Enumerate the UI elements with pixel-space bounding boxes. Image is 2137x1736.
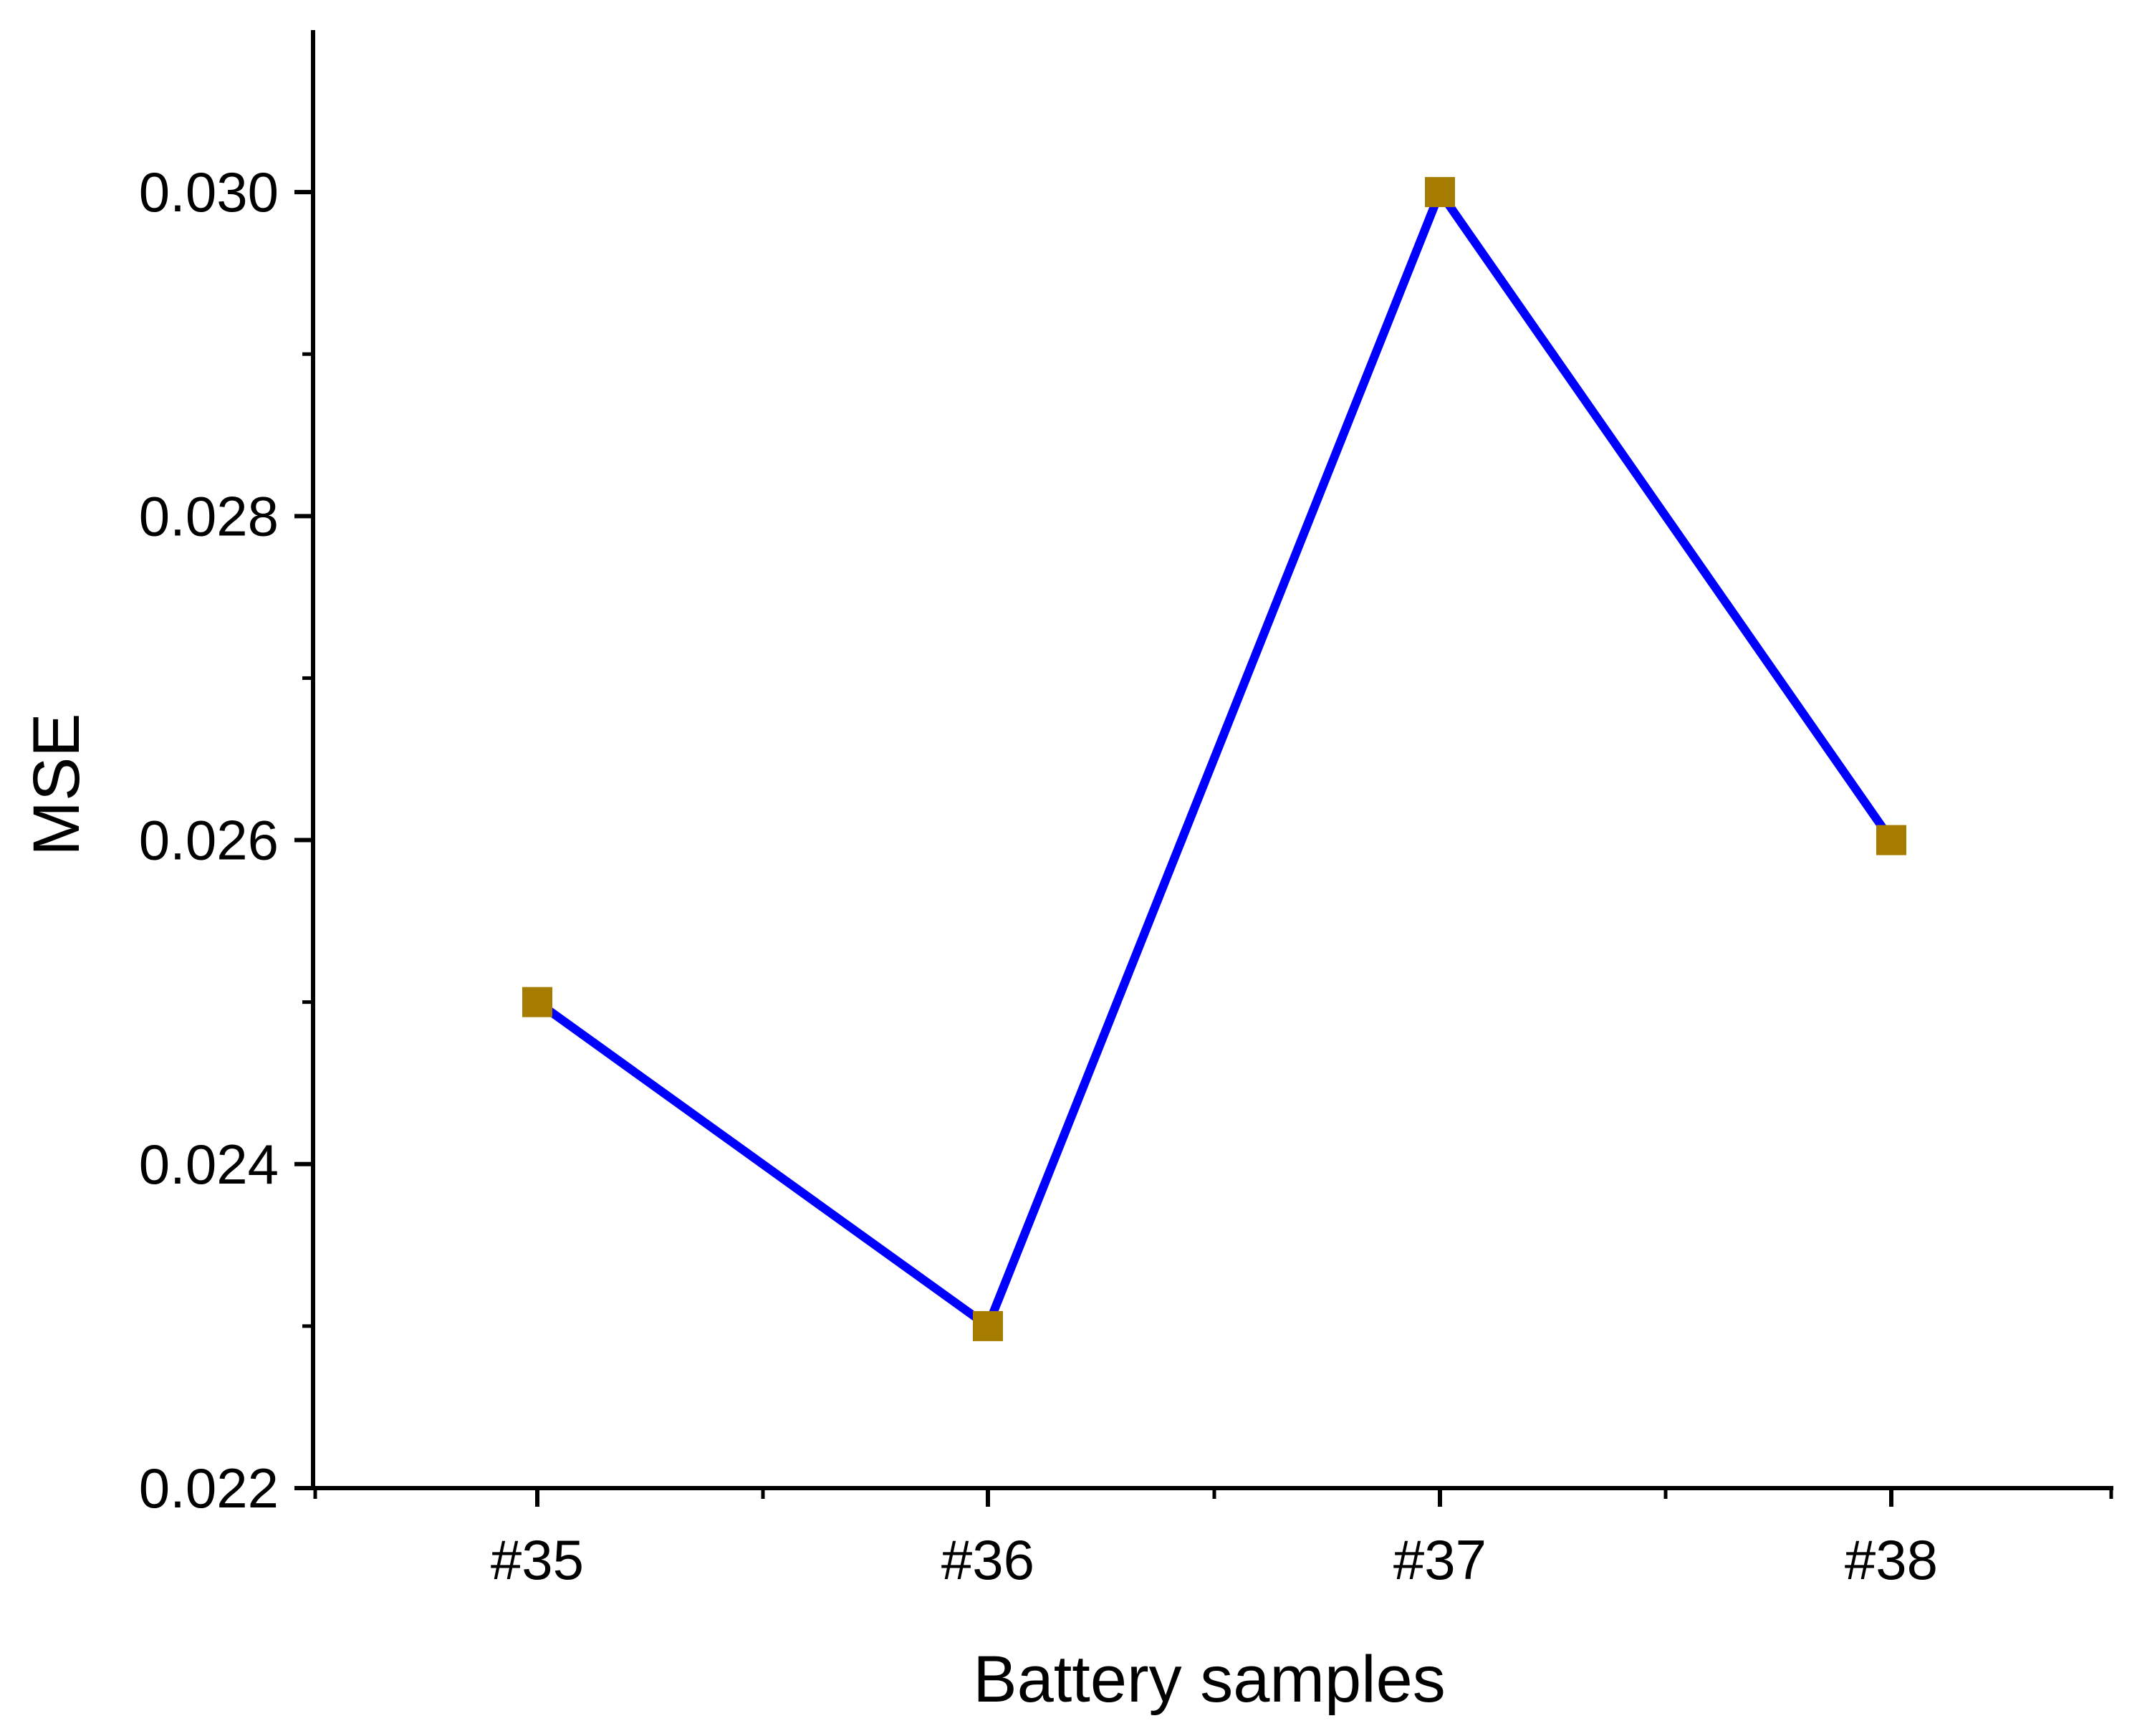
data-point-marker xyxy=(1876,825,1906,855)
axes xyxy=(311,30,2113,1490)
data-point-marker xyxy=(1425,177,1455,208)
y-tick-label: 0.022 xyxy=(139,1457,279,1520)
x-tick-label: #38 xyxy=(1845,1528,1938,1591)
series-line xyxy=(534,183,1895,1333)
y-tick-label: 0.026 xyxy=(139,809,279,872)
y-tick-label: 0.024 xyxy=(139,1133,279,1196)
x-axis-title: Battery samples xyxy=(973,1643,1446,1716)
x-tick-label: #37 xyxy=(1393,1528,1487,1591)
markers xyxy=(522,177,1906,1341)
ticks: 0.022 0.024 0.026 0.028 0.030 #35 #36 #37 #38 xyxy=(139,160,2113,1591)
y-tick-label: 0.028 xyxy=(139,484,279,547)
data-point-marker xyxy=(522,987,552,1017)
data-point-marker xyxy=(973,1310,1003,1341)
series xyxy=(534,183,1895,1333)
x-tick-label: #35 xyxy=(491,1528,584,1591)
x-tick-label: #36 xyxy=(941,1528,1034,1591)
y-axis-title: MSE xyxy=(20,713,93,855)
y-tick-label: 0.030 xyxy=(139,160,279,224)
